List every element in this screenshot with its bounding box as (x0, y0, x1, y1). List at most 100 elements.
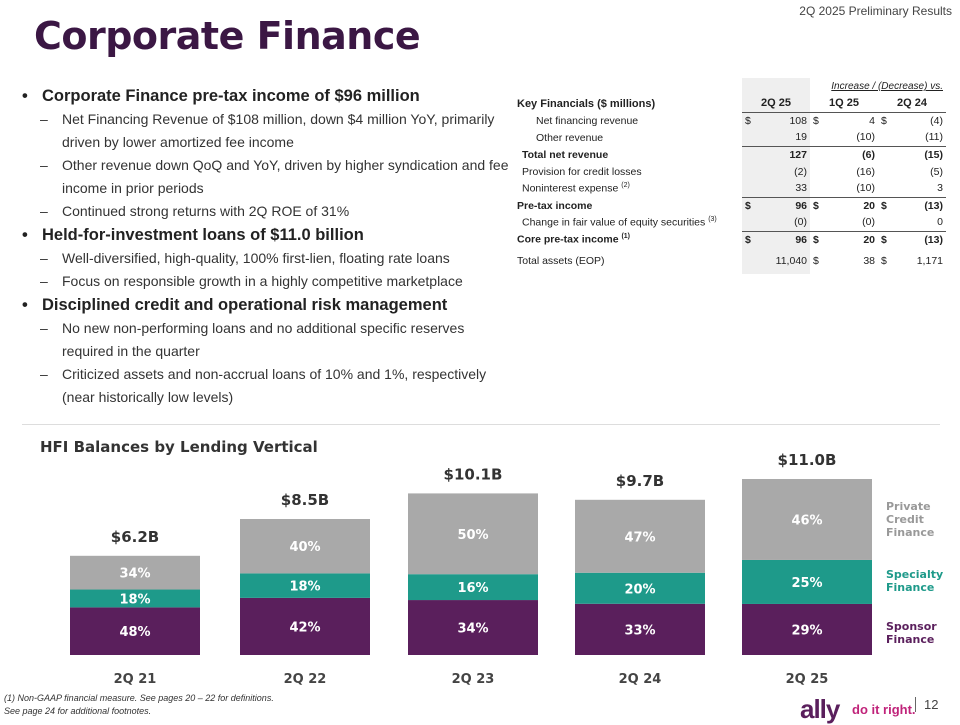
cell-value: 108 (760, 111, 810, 129)
legend-entry: Credit (886, 513, 924, 526)
cell-value: 38 (863, 255, 875, 267)
segment-label: 42% (289, 620, 320, 635)
row-label: Total assets (EOP) (517, 255, 605, 267)
currency (810, 145, 828, 163)
currency: $ (810, 111, 828, 129)
currency: $ (813, 255, 819, 267)
deck-title: 2Q 2025 Preliminary Results (799, 4, 952, 18)
cell-value: (10) (856, 182, 875, 195)
bar-segment (575, 572, 705, 604)
total-label: $10.1B (444, 465, 503, 483)
bar-segment (240, 573, 370, 598)
x-tick-label: 2Q 25 (786, 672, 829, 687)
bar-segment (70, 607, 200, 655)
cell-value: (16) (856, 165, 875, 178)
total-label: $8.5B (281, 491, 329, 509)
ally-logo: ally (800, 694, 840, 724)
table-row: Other revenue 19 (10) (11) (514, 129, 946, 146)
bar-segment (742, 603, 872, 655)
cell-value: 19 (760, 129, 810, 146)
segment-label: 50% (457, 528, 488, 543)
cell-value: (13) (896, 196, 946, 214)
table-row: Total net revenue 127 (6) (15) (514, 145, 946, 163)
bar-segment (742, 559, 872, 604)
currency: $ (878, 111, 896, 129)
cell-value: 33 (760, 180, 810, 197)
total-label: $6.2B (111, 528, 159, 546)
currency: $ (878, 196, 896, 214)
bullet: Held-for-investment loans of $11.0 billi… (22, 223, 512, 247)
cell-value: 1,171 (916, 255, 943, 267)
row-label: Change in fair value of equity securitie… (522, 216, 706, 229)
divider (22, 424, 940, 425)
currency: $ (810, 230, 828, 248)
cell-value: (0) (862, 216, 875, 229)
segment-label: 18% (289, 580, 320, 595)
legend-entry: Finance (886, 633, 934, 646)
cell-value: 0 (937, 216, 943, 229)
currency: $ (878, 230, 896, 248)
segment-label: 40% (289, 540, 320, 555)
table-row: Total assets (EOP) 11,040 $38 $1,171 (514, 248, 946, 274)
x-tick-label: 2Q 24 (619, 672, 662, 687)
bar-segment (575, 603, 705, 655)
legend-entry: Finance (886, 526, 934, 539)
currency: $ (742, 230, 760, 248)
cell-value: 96 (760, 230, 810, 248)
segment-label: 25% (791, 576, 822, 591)
currency (742, 180, 760, 197)
bar-segment (240, 597, 370, 655)
cell-value: 127 (760, 145, 810, 163)
bullet: Corporate Finance pre-tax income of $96 … (22, 84, 512, 108)
footnote-ref: (2) (621, 182, 630, 190)
currency: $ (881, 255, 887, 267)
currency (742, 129, 760, 146)
key-financials-table: Increase / (Decrease) vs. Key Financials … (514, 78, 946, 274)
sub-bullet: Focus on responsible growth in a highly … (22, 270, 512, 293)
bar-segment (742, 479, 872, 560)
cell-value: (15) (896, 145, 946, 163)
super-header: Increase / (Decrease) vs. (831, 81, 943, 92)
currency: $ (742, 196, 760, 214)
sub-bullet: Criticized assets and non-accrual loans … (22, 363, 512, 409)
sub-bullet: Well-diversified, high-quality, 100% fir… (22, 247, 512, 270)
segment-label: 29% (791, 623, 822, 638)
page-number: 12 (915, 697, 938, 712)
tagline: do it right. (852, 702, 916, 717)
segment-label: 20% (624, 582, 655, 597)
page-title: Corporate Finance (34, 14, 421, 58)
table-row: Change in fair value of equity securitie… (514, 214, 946, 231)
x-tick-label: 2Q 23 (452, 672, 495, 687)
bar-segment (70, 555, 200, 590)
bar-segment (408, 600, 538, 655)
col-header: 2Q 25 (742, 95, 810, 112)
cell-value: (6) (828, 145, 878, 163)
row-label: Noninterest expense (522, 182, 619, 195)
footnote: (1) Non-GAAP financial measure. See page… (4, 693, 274, 703)
col-header: Key Financials ($ millions) (517, 97, 656, 110)
segment-label: 47% (624, 530, 655, 545)
bullet-list: Corporate Finance pre-tax income of $96 … (22, 84, 512, 409)
bar-segment (408, 493, 538, 575)
sub-bullet: Other revenue down QoQ and YoY, driven b… (22, 154, 512, 200)
bar-segment (240, 519, 370, 574)
currency: $ (742, 111, 760, 129)
row-label: Other revenue (536, 131, 604, 144)
segment-label: 16% (457, 581, 488, 596)
row-label: Total net revenue (522, 148, 609, 161)
table-row: Noninterest expense (2) 33 (10) 3 (514, 180, 946, 197)
cell-value: (10) (856, 131, 875, 144)
row-label: Provision for credit losses (522, 165, 642, 178)
footnote-ref: (1) (621, 233, 631, 241)
cell-value: (5) (930, 165, 943, 178)
cell-value: 3 (937, 182, 943, 195)
currency (742, 214, 760, 231)
currency (742, 145, 760, 163)
legend-entry: Sponsor (886, 620, 937, 633)
sub-bullet: Net Financing Revenue of $108 million, d… (22, 108, 512, 154)
footnote: See page 24 for additional footnotes. (4, 706, 152, 716)
legend-entry: Finance (886, 581, 934, 594)
sub-bullet: Continued strong returns with 2Q ROE of … (22, 200, 512, 223)
row-label: Core pre-tax income (517, 233, 619, 246)
